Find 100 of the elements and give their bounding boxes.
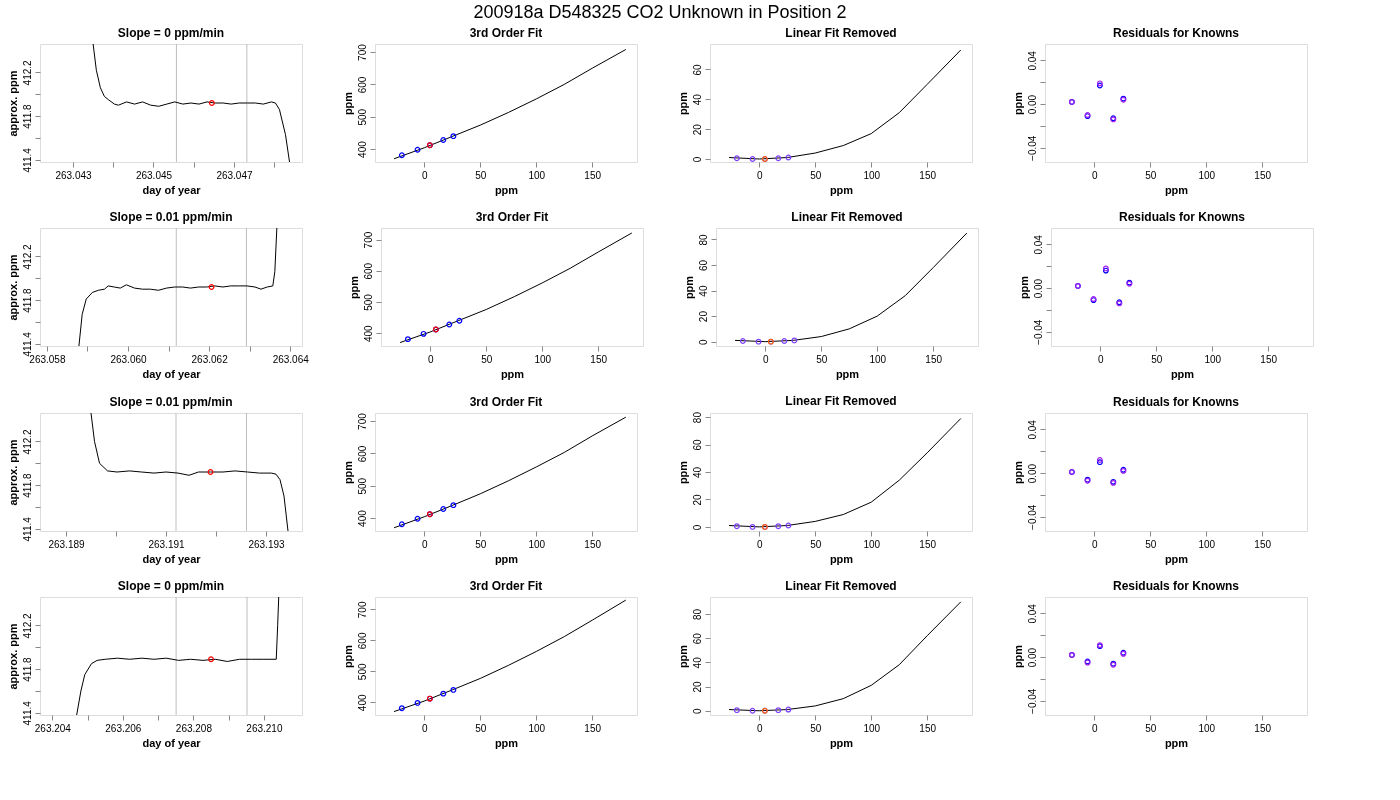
y-tick-label: −0.04 bbox=[1026, 135, 1038, 161]
x-tick-label: 263.204 bbox=[34, 722, 72, 734]
y-axis-title: approx. ppm bbox=[6, 623, 19, 690]
y-tick-label: 0 bbox=[691, 708, 703, 715]
y-tick-label: 411.8 bbox=[21, 473, 33, 498]
y-tick-label: 412.2 bbox=[21, 243, 33, 270]
x-tick-label: 263.206 bbox=[105, 722, 142, 734]
y-tick-label: 700 bbox=[356, 412, 368, 430]
x-axis-title: ppm bbox=[829, 183, 854, 196]
x-tick-label: 50 bbox=[475, 169, 487, 181]
chart-title: Linear Fit Removed bbox=[785, 579, 897, 593]
y-axis-title: ppm bbox=[676, 644, 689, 669]
x-tick-label: 50 bbox=[810, 538, 822, 550]
x-axis-title: ppm bbox=[494, 183, 519, 196]
y-tick-label: 411.8 bbox=[21, 104, 33, 129]
x-axis-title: ppm bbox=[494, 552, 519, 565]
y-tick-label: 500 bbox=[356, 477, 368, 495]
chart-title: Linear Fit Removed bbox=[785, 26, 897, 40]
x-axis-title: ppm bbox=[835, 367, 860, 380]
x-tick-label: 50 bbox=[475, 538, 487, 550]
x-tick-label: 100 bbox=[1198, 538, 1216, 550]
y-tick-label: 700 bbox=[356, 601, 368, 619]
y-axis-title: ppm bbox=[676, 91, 689, 116]
y-tick-label: 0 bbox=[697, 338, 709, 345]
y-tick-label: 60 bbox=[691, 632, 703, 645]
chart-title: 3rd Order Fit bbox=[475, 210, 549, 224]
x-axis-title: day of year bbox=[142, 736, 202, 749]
chart-title: Residuals for Knowns bbox=[1112, 395, 1240, 409]
x-tick-label: 0 bbox=[756, 538, 763, 550]
y-tick-label: 412.2 bbox=[21, 59, 33, 86]
x-tick-label: 150 bbox=[1254, 722, 1272, 734]
y-tick-label: 80 bbox=[691, 411, 703, 424]
chart-title: Residuals for Knowns bbox=[1112, 26, 1240, 40]
y-tick-label: 20 bbox=[691, 493, 703, 506]
x-tick-label: 0 bbox=[427, 353, 434, 365]
x-tick-label: 150 bbox=[1260, 353, 1278, 365]
y-tick-label: 411.4 bbox=[21, 700, 33, 726]
x-tick-label: 263.189 bbox=[48, 538, 86, 550]
y-tick-label: 400 bbox=[356, 509, 368, 527]
chart-title: Linear Fit Removed bbox=[785, 393, 897, 408]
y-axis-title: ppm bbox=[676, 460, 689, 485]
x-tick-label: 0 bbox=[1091, 538, 1098, 550]
y-tick-label: 411.4 bbox=[21, 516, 33, 542]
x-tick-label: 0 bbox=[421, 722, 428, 734]
x-tick-label: 0 bbox=[421, 538, 428, 550]
x-tick-label: 263.193 bbox=[248, 538, 286, 550]
y-axis-title: ppm bbox=[341, 644, 354, 669]
y-tick-label: 600 bbox=[356, 632, 368, 650]
x-tick-label: 0 bbox=[1091, 169, 1098, 181]
x-tick-label: 0 bbox=[762, 353, 769, 365]
x-axis-title: ppm bbox=[494, 736, 519, 749]
x-axis-title: day of year bbox=[142, 183, 202, 196]
y-tick-label: 600 bbox=[356, 445, 368, 463]
y-tick-label: 500 bbox=[362, 293, 374, 311]
chart-title: Slope = 0.01 ppm/min bbox=[109, 209, 233, 224]
x-tick-label: 50 bbox=[1151, 353, 1163, 365]
x-tick-label: 50 bbox=[475, 722, 487, 734]
y-axis-title: approx. ppm bbox=[6, 439, 19, 506]
y-tick-label: 60 bbox=[697, 259, 709, 272]
x-tick-label: 263.045 bbox=[135, 169, 173, 181]
x-tick-label: 100 bbox=[528, 538, 546, 550]
y-tick-label: 411.8 bbox=[21, 288, 33, 313]
x-tick-label: 150 bbox=[584, 722, 602, 734]
chart-title: 3rd Order Fit bbox=[469, 579, 543, 593]
x-tick-label: 263.060 bbox=[110, 353, 148, 365]
y-axis-title: ppm bbox=[1017, 275, 1030, 300]
chart-title: Residuals for Knowns bbox=[1112, 579, 1240, 593]
y-tick-label: 40 bbox=[691, 466, 703, 479]
x-axis-title: ppm bbox=[1164, 736, 1189, 749]
y-tick-label: 700 bbox=[356, 43, 368, 61]
y-axis-title: approx. ppm bbox=[6, 254, 19, 321]
y-axis-title: ppm bbox=[341, 460, 354, 485]
y-tick-label: 0.00 bbox=[1032, 278, 1044, 299]
x-tick-label: 263.062 bbox=[191, 353, 229, 365]
x-tick-label: 0 bbox=[421, 169, 428, 181]
x-tick-label: 50 bbox=[1145, 722, 1157, 734]
text: 200918a D548325 CO2 Unknown in Position 2 bbox=[473, 2, 847, 22]
y-tick-label: −0.04 bbox=[1026, 688, 1038, 714]
x-tick-label: 263.191 bbox=[148, 538, 186, 550]
y-tick-label: 411.4 bbox=[21, 147, 33, 173]
x-axis-title: ppm bbox=[829, 736, 854, 749]
x-tick-label: 0 bbox=[756, 722, 763, 734]
x-tick-label: 263.208 bbox=[175, 722, 213, 734]
chart-title: Residuals for Knowns bbox=[1118, 210, 1246, 224]
y-tick-label: 0.00 bbox=[1026, 463, 1038, 484]
y-tick-label: 0.00 bbox=[1026, 94, 1038, 115]
x-tick-label: 263.047 bbox=[216, 169, 253, 181]
y-tick-label: 20 bbox=[697, 310, 709, 323]
y-axis-title: ppm bbox=[1011, 644, 1024, 669]
x-axis-title: day of year bbox=[142, 367, 202, 380]
chart-title: 3rd Order Fit bbox=[469, 394, 543, 409]
x-axis-title: ppm bbox=[500, 367, 525, 380]
x-tick-label: 0 bbox=[1091, 722, 1098, 734]
x-tick-label: 150 bbox=[919, 538, 937, 550]
x-tick-label: 100 bbox=[528, 169, 546, 181]
x-tick-label: 100 bbox=[869, 353, 887, 365]
chart-title: Slope = 0 ppm/min bbox=[117, 25, 225, 40]
y-axis-title: ppm bbox=[1011, 91, 1024, 116]
y-tick-label: 500 bbox=[356, 108, 368, 126]
y-axis-title: ppm bbox=[347, 275, 360, 300]
